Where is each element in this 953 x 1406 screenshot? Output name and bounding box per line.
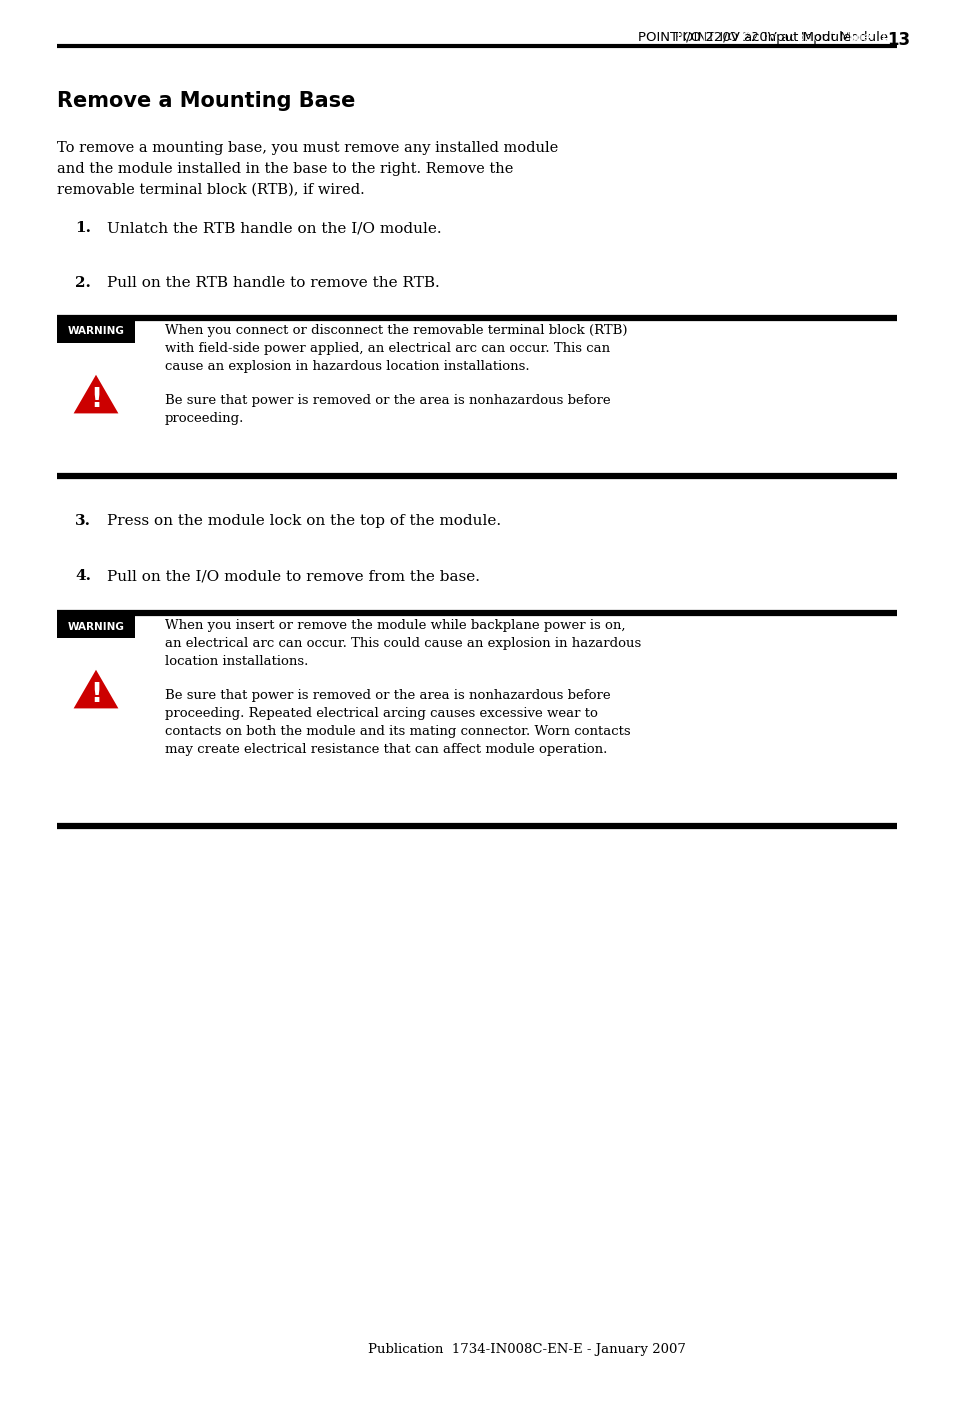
Text: proceeding. Repeated electrical arcing causes excessive wear to: proceeding. Repeated electrical arcing c… [165, 707, 598, 720]
Text: POINT I/O 220V ac Input Module: POINT I/O 220V ac Input Module [638, 31, 850, 44]
Text: POINT I/O 220V ac Input Module: POINT I/O 220V ac Input Module [675, 31, 896, 44]
Text: !: ! [90, 682, 102, 709]
Polygon shape [71, 666, 121, 710]
Text: Pull on the I/O module to remove from the base.: Pull on the I/O module to remove from th… [107, 569, 479, 583]
Text: !: ! [90, 387, 102, 413]
Text: When you insert or remove the module while backplane power is on,: When you insert or remove the module whi… [165, 619, 625, 633]
Text: 1.: 1. [75, 221, 91, 235]
Text: Pull on the RTB handle to remove the RTB.: Pull on the RTB handle to remove the RTB… [107, 276, 439, 290]
Text: 4.: 4. [75, 569, 91, 583]
Text: WARNING: WARNING [68, 326, 124, 336]
Text: Be sure that power is removed or the area is nonhazardous before: Be sure that power is removed or the are… [165, 689, 610, 702]
Text: an electrical arc can occur. This could cause an explosion in hazardous: an electrical arc can occur. This could … [165, 637, 640, 650]
Text: removable terminal block (RTB), if wired.: removable terminal block (RTB), if wired… [57, 183, 364, 197]
Text: Press on the module lock on the top of the module.: Press on the module lock on the top of t… [107, 515, 500, 529]
Text: with field-side power applied, an electrical arc can occur. This can: with field-side power applied, an electr… [165, 342, 610, 354]
Text: contacts on both the module and its mating connector. Worn contacts: contacts on both the module and its mati… [165, 725, 630, 738]
FancyBboxPatch shape [57, 614, 135, 638]
Text: and the module installed in the base to the right. Remove the: and the module installed in the base to … [57, 162, 513, 176]
Text: 3.: 3. [75, 515, 91, 529]
FancyBboxPatch shape [57, 321, 135, 343]
Text: POINT I/O 220V ac Input Module  13: POINT I/O 220V ac Input Module 13 [658, 31, 896, 44]
Text: 2.: 2. [75, 276, 91, 290]
Text: may create electrical resistance that can affect module operation.: may create electrical resistance that ca… [165, 742, 607, 756]
Text: Publication  1734-IN008C-EN-E - January 2007: Publication 1734-IN008C-EN-E - January 2… [368, 1343, 685, 1355]
Text: Unlatch the RTB handle on the I/O module.: Unlatch the RTB handle on the I/O module… [107, 221, 441, 235]
Text: Remove a Mounting Base: Remove a Mounting Base [57, 91, 355, 111]
Text: WARNING: WARNING [68, 621, 124, 631]
Text: location installations.: location installations. [165, 655, 308, 668]
Text: To remove a mounting base, you must remove any installed module: To remove a mounting base, you must remo… [57, 141, 558, 155]
Text: When you connect or disconnect the removable terminal block (RTB): When you connect or disconnect the remov… [165, 323, 627, 337]
Polygon shape [71, 373, 121, 415]
Text: cause an explosion in hazardous location installations.: cause an explosion in hazardous location… [165, 360, 529, 373]
Text: Be sure that power is removed or the area is nonhazardous before: Be sure that power is removed or the are… [165, 394, 610, 406]
Text: proceeding.: proceeding. [165, 412, 244, 425]
Text: 13: 13 [886, 31, 909, 49]
